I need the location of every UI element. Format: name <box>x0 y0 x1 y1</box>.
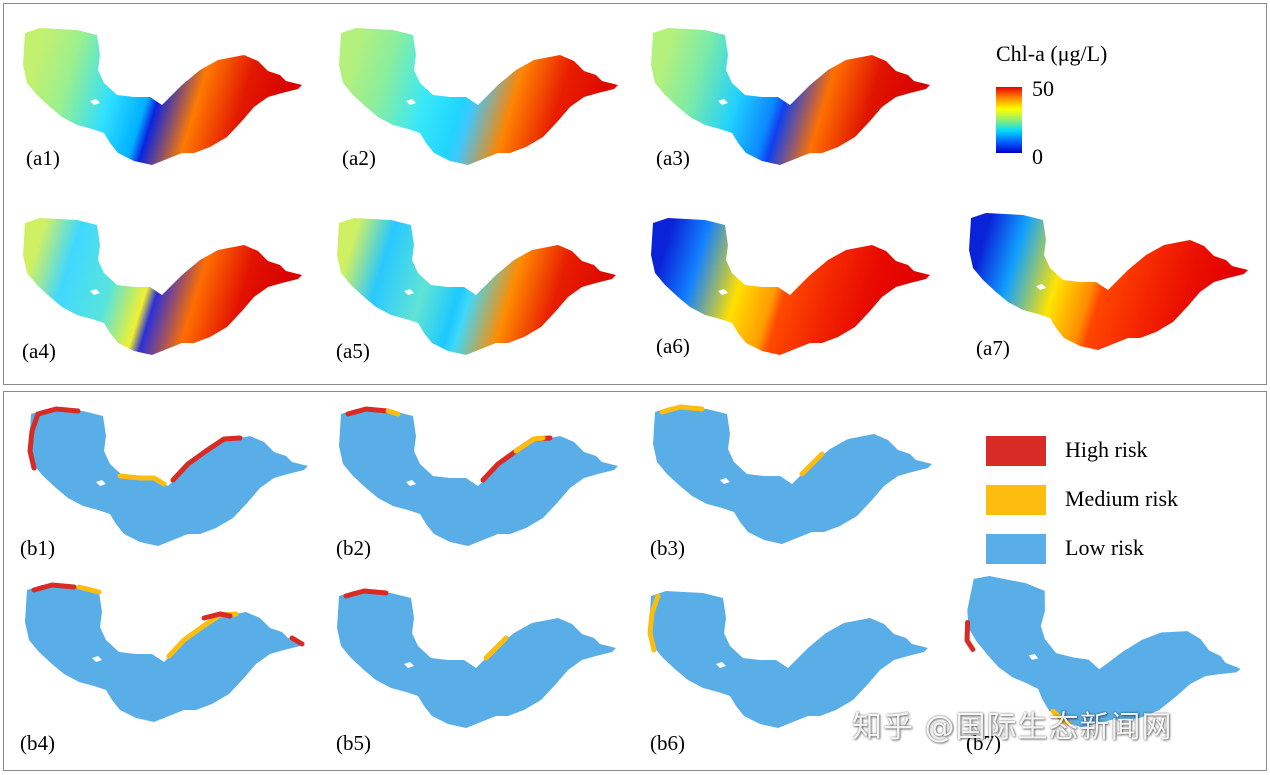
medium-risk-shoreline <box>647 593 661 653</box>
chl-map-label-1: (a1) <box>26 146 60 170</box>
lake-surface <box>651 28 930 165</box>
risk-map-label-7: (b7) <box>966 731 1001 755</box>
colorbar-max-label: 50 <box>1032 76 1054 101</box>
chl-map-2 <box>339 28 618 165</box>
risk-map-2 <box>339 406 618 546</box>
island <box>406 99 416 105</box>
colorbar-min-label: 0 <box>1032 144 1043 169</box>
risk-map-3 <box>653 404 932 544</box>
high-risk-label: High risk <box>1065 437 1148 462</box>
low-risk-area <box>649 591 928 728</box>
island <box>90 289 100 295</box>
medium-risk-shoreline <box>76 584 102 595</box>
high-risk-shoreline <box>345 406 391 417</box>
lake-surface <box>651 218 930 355</box>
island <box>90 99 100 105</box>
high-risk-swatch <box>986 436 1046 466</box>
medium-risk-shoreline <box>1050 708 1072 727</box>
island <box>96 480 106 486</box>
medium-risk-swatch <box>986 485 1046 515</box>
island <box>1028 654 1039 660</box>
low-risk-area <box>29 409 308 546</box>
medium-risk-shoreline <box>513 435 546 454</box>
lake-surface <box>339 28 618 165</box>
high-risk-shoreline <box>201 611 233 621</box>
watermark: 知乎 @国际生态新闻网 <box>852 710 1173 745</box>
colorbar <box>996 87 1022 153</box>
lake-surface <box>337 218 616 355</box>
chl-map-3 <box>651 28 930 165</box>
risk-map-label-4: (b4) <box>20 731 55 755</box>
high-risk-shoreline <box>35 406 81 417</box>
chl-map-label-4: (a4) <box>22 339 56 363</box>
risk-map-label-5: (b5) <box>336 731 371 755</box>
lake-surface <box>23 28 302 165</box>
island <box>406 480 416 486</box>
chl-map-label-7: (a7) <box>976 336 1010 360</box>
low-risk-area <box>339 409 618 546</box>
island <box>1036 284 1046 290</box>
high-risk-shoreline <box>170 435 243 483</box>
high-risk-shoreline <box>343 588 389 599</box>
low-risk-area <box>967 576 1241 728</box>
medium-risk-shoreline <box>483 635 509 661</box>
high-risk-shoreline <box>31 582 77 593</box>
low-risk-area <box>337 591 616 728</box>
island <box>92 656 102 662</box>
risk-map-label-6: (b6) <box>650 731 685 755</box>
chl-map-label-3: (a3) <box>656 146 690 170</box>
island <box>718 289 728 295</box>
colorbar-title: Chl-a (μg/L) <box>996 41 1108 66</box>
chl-map-7 <box>969 213 1248 350</box>
low-risk-area <box>25 585 304 722</box>
island <box>718 99 728 105</box>
risk-map-label-2: (b2) <box>336 536 371 560</box>
risk-map-6 <box>647 591 928 728</box>
lake-surface <box>23 218 302 355</box>
island <box>720 478 730 484</box>
island <box>404 662 414 668</box>
medium-risk-label: Medium risk <box>1065 486 1179 511</box>
island <box>404 289 414 295</box>
chl-map-6 <box>651 218 930 355</box>
chl-map-label-5: (a5) <box>336 339 370 363</box>
risk-map-4 <box>25 582 305 722</box>
low-risk-swatch <box>986 534 1046 564</box>
chl-map-4 <box>23 218 302 355</box>
lake-surface <box>969 213 1248 350</box>
chl-map-label-6: (a6) <box>656 334 690 358</box>
island <box>716 662 726 668</box>
low-risk-label: Low risk <box>1065 535 1144 560</box>
chl-map-label-2: (a2) <box>342 146 376 170</box>
medium-risk-shoreline <box>117 473 167 487</box>
risk-map-7 <box>964 576 1241 728</box>
high-risk-shoreline <box>27 411 41 471</box>
high-risk-shoreline <box>964 619 976 652</box>
risk-map-1 <box>27 406 308 546</box>
low-risk-area <box>653 407 932 544</box>
medium-risk-shoreline <box>659 404 705 415</box>
risk-map-label-3: (b3) <box>650 536 685 560</box>
risk-map-5 <box>337 588 616 728</box>
chl-map-5 <box>337 218 616 355</box>
medium-risk-shoreline <box>385 408 401 417</box>
high-risk-shoreline <box>289 635 305 647</box>
risk-map-label-1: (b1) <box>20 536 55 560</box>
medium-risk-shoreline <box>799 451 825 477</box>
chl-map-1 <box>23 28 302 165</box>
